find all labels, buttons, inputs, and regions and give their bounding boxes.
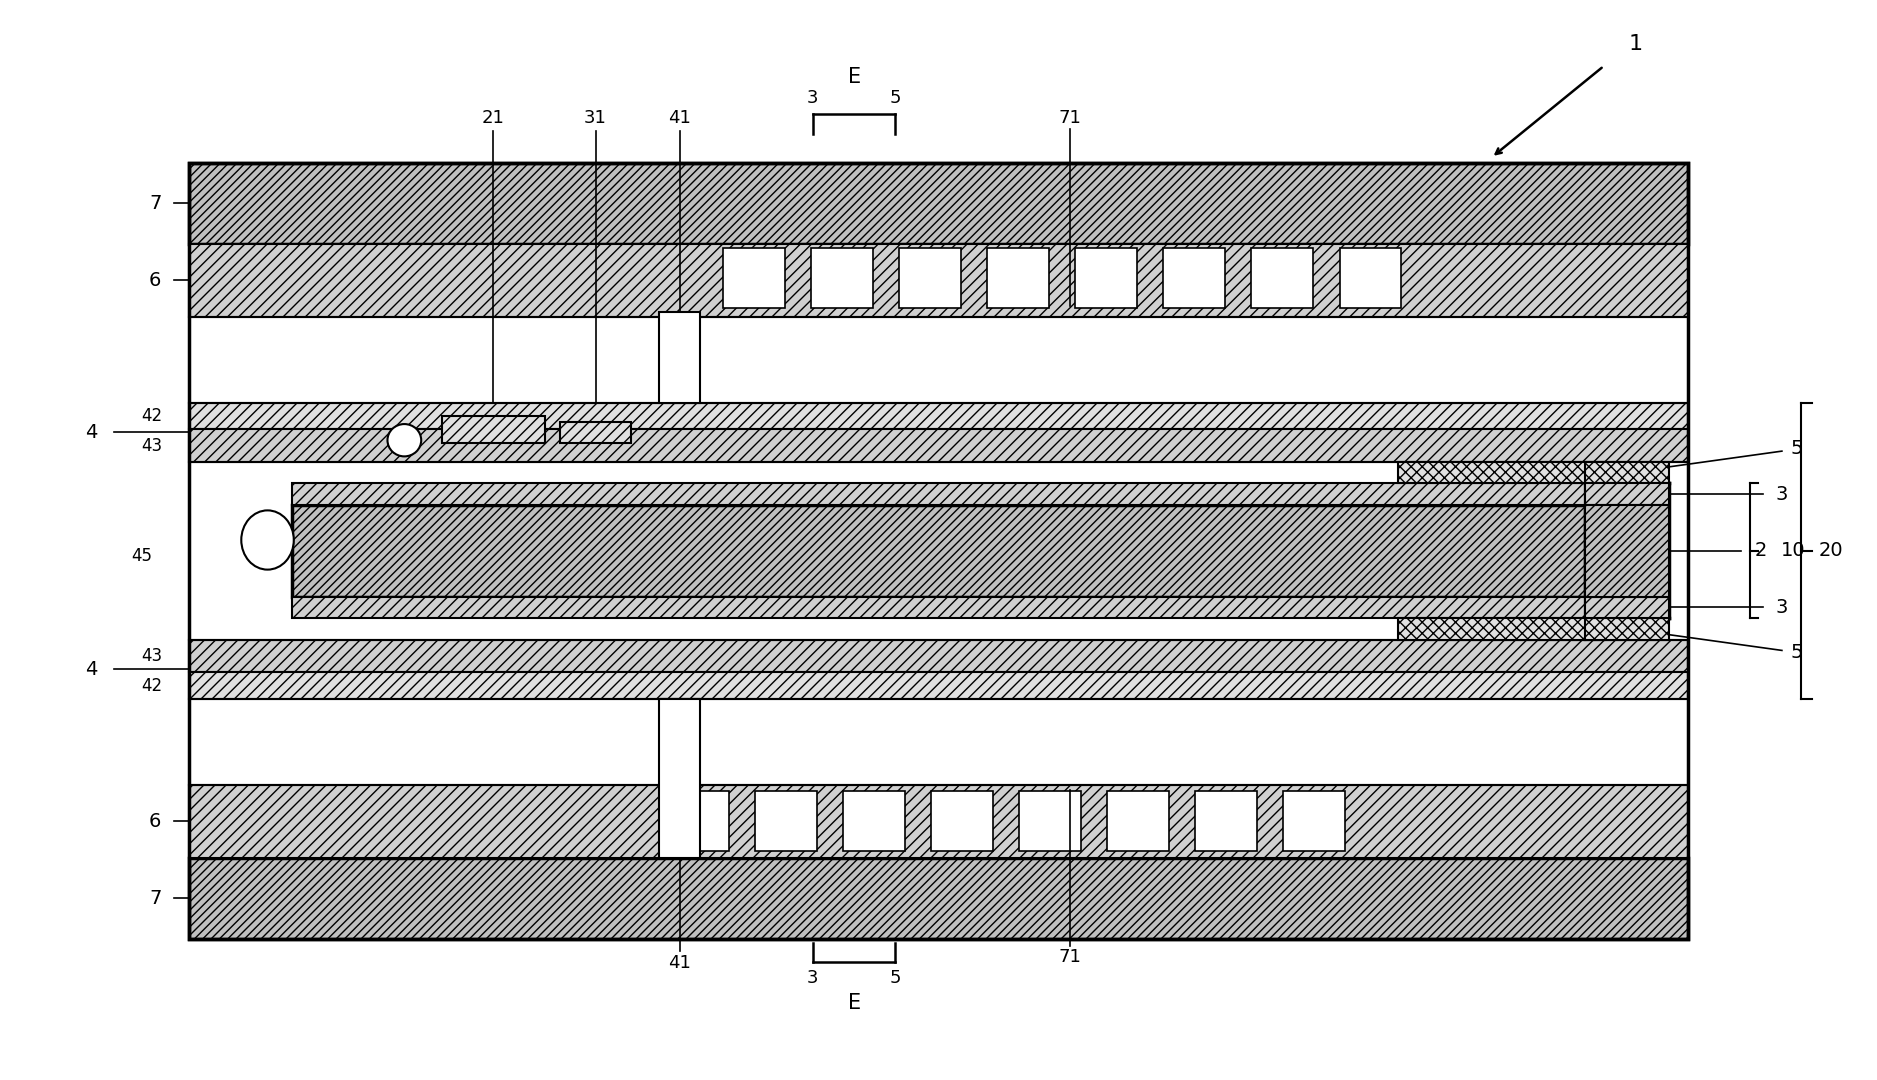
Text: 3: 3 (1776, 598, 1789, 617)
Bar (190, 163, 1687, 939)
Text: 42: 42 (141, 407, 161, 426)
Bar (1398, 618, 1603, 639)
Text: 5: 5 (1791, 643, 1804, 662)
Bar (293, 484, 1584, 505)
Text: 41: 41 (668, 109, 691, 126)
Bar (811, 248, 873, 309)
Bar (659, 312, 700, 403)
Text: 71: 71 (1059, 109, 1081, 126)
Text: 1: 1 (1629, 35, 1642, 54)
Bar (1340, 248, 1402, 309)
Text: 45: 45 (131, 548, 152, 565)
Bar (1398, 462, 1603, 484)
Bar (1076, 248, 1137, 309)
Bar (190, 639, 1687, 672)
Bar (559, 421, 631, 443)
Bar (1252, 248, 1314, 309)
Bar (659, 699, 700, 858)
Bar (1284, 791, 1346, 851)
Text: 6: 6 (148, 812, 161, 831)
Bar (987, 248, 1049, 309)
Bar (666, 791, 728, 851)
Text: 71: 71 (1059, 948, 1081, 966)
Bar (723, 248, 785, 309)
Text: 4: 4 (84, 660, 98, 678)
Bar (190, 163, 1687, 244)
Text: 3: 3 (1776, 485, 1789, 503)
Text: 10: 10 (1781, 541, 1806, 561)
Bar (293, 596, 1584, 618)
Bar (1196, 791, 1258, 851)
Text: 43: 43 (141, 647, 161, 665)
Text: 4: 4 (84, 422, 98, 442)
Ellipse shape (387, 424, 420, 457)
Bar (1584, 484, 1669, 505)
Text: E: E (848, 994, 862, 1013)
Text: 31: 31 (584, 109, 606, 126)
Text: E: E (848, 67, 862, 86)
Bar (1584, 618, 1669, 639)
Bar (899, 248, 961, 309)
Bar (190, 244, 1687, 318)
Bar (190, 784, 1687, 858)
Text: 3: 3 (807, 970, 818, 987)
Bar (190, 403, 1687, 430)
Bar (931, 791, 993, 851)
Text: 43: 43 (141, 436, 161, 455)
Text: 3: 3 (807, 90, 818, 107)
Text: 5: 5 (890, 90, 901, 107)
Text: 5: 5 (890, 970, 901, 987)
Text: 2: 2 (1755, 541, 1768, 561)
Bar (190, 672, 1687, 699)
Bar (1584, 505, 1669, 596)
Bar (843, 791, 905, 851)
Bar (190, 858, 1687, 939)
Bar (755, 791, 816, 851)
Bar (1107, 791, 1169, 851)
Text: 20: 20 (1819, 541, 1843, 561)
Bar (190, 430, 1687, 462)
Bar (1584, 596, 1669, 618)
Bar (293, 505, 1584, 596)
Text: 7: 7 (148, 889, 161, 907)
Text: 42: 42 (141, 676, 161, 694)
Bar (1019, 791, 1081, 851)
Text: 41: 41 (668, 955, 691, 972)
Ellipse shape (242, 511, 295, 569)
Bar (1584, 462, 1669, 484)
Text: 5: 5 (1791, 440, 1804, 459)
Text: 21: 21 (482, 109, 505, 126)
Text: 7: 7 (148, 194, 161, 213)
Bar (441, 416, 544, 443)
Text: 6: 6 (148, 271, 161, 289)
Bar (1164, 248, 1226, 309)
